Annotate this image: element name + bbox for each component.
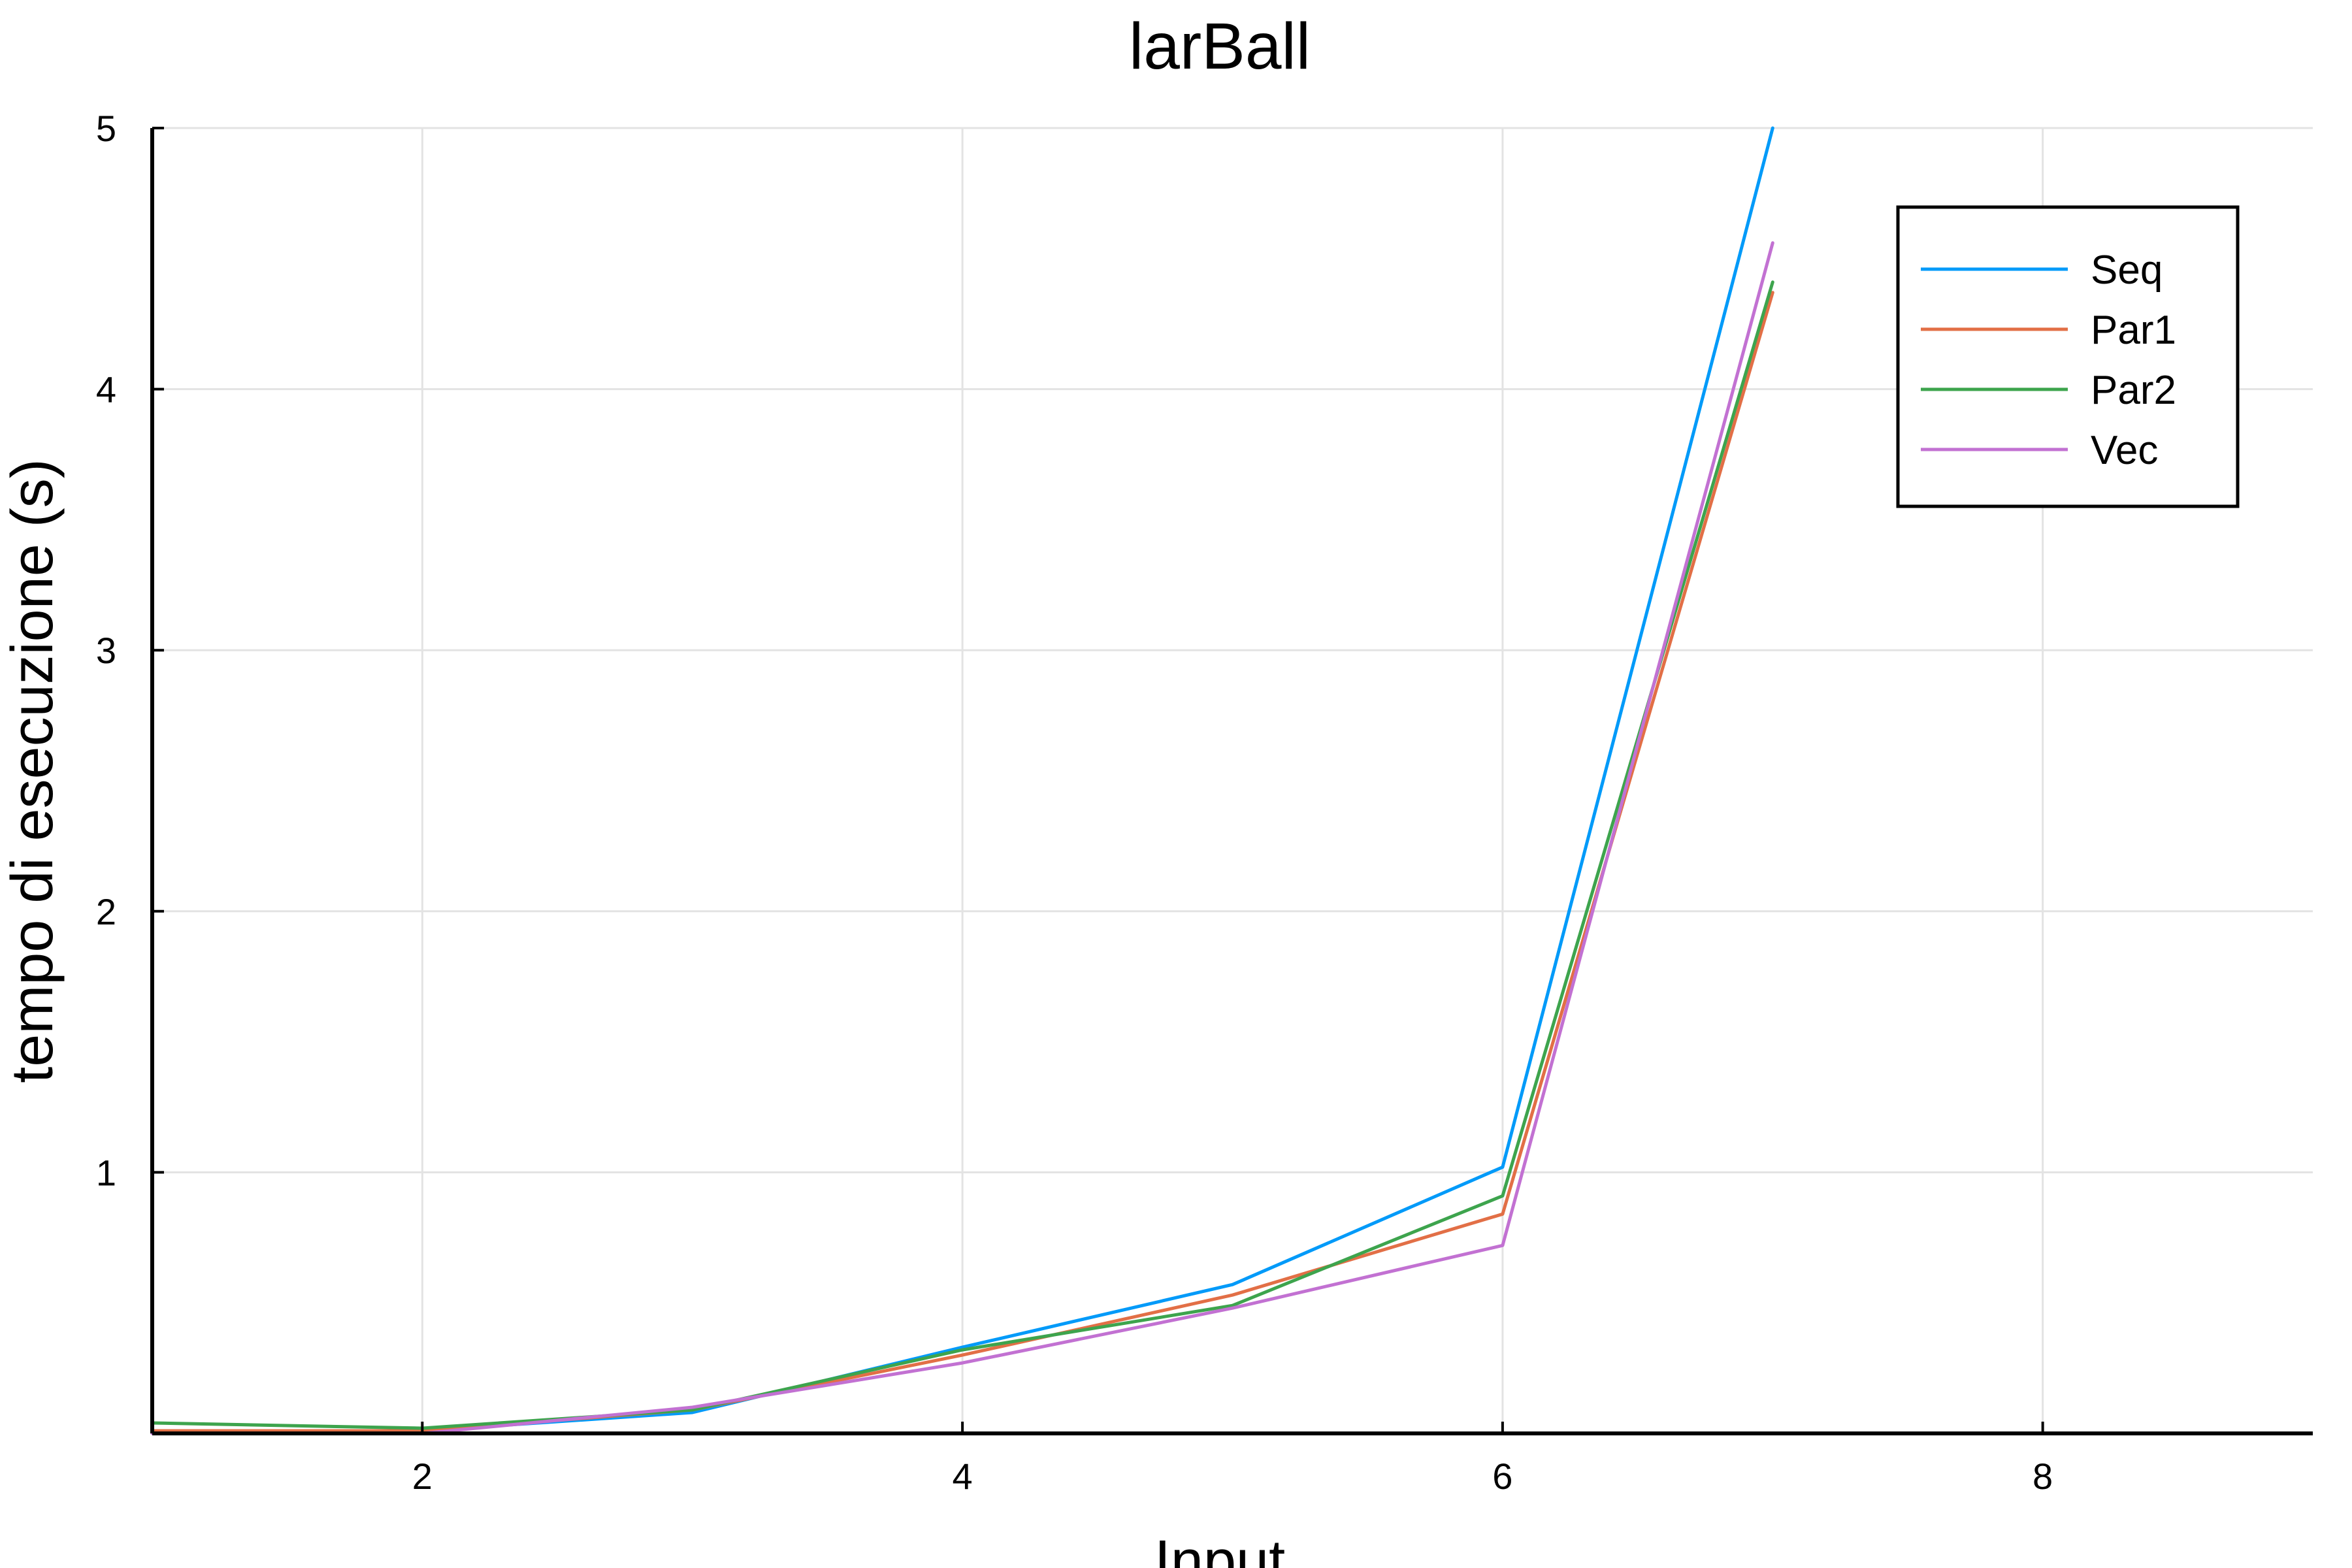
legend: Seq Par1 Par2 Vec xyxy=(1896,205,2240,508)
x-tick-label: 2 xyxy=(412,1456,433,1497)
x-axis-label: Input xyxy=(1154,1529,1285,1568)
y-tick-label: 5 xyxy=(96,108,116,149)
legend-items: Seq Par1 Par2 Vec xyxy=(1921,248,2176,473)
grid xyxy=(152,127,2313,1433)
x-tick-label: 6 xyxy=(1492,1456,1512,1497)
legend-label-seq: Seq xyxy=(2091,248,2163,293)
x-tick-label: 4 xyxy=(953,1456,973,1497)
y-tick-label: 1 xyxy=(96,1152,116,1193)
legend-label-vec: Vec xyxy=(2091,428,2158,473)
y-tick-label: 4 xyxy=(96,369,116,410)
legend-box xyxy=(1896,205,2240,508)
legend-label-par1: Par1 xyxy=(2091,308,2176,353)
y-axis-label: tempo di esecuzione (s) xyxy=(0,459,65,1083)
y-tick-label: 2 xyxy=(96,891,116,932)
x-tick-label: 8 xyxy=(2033,1456,2053,1497)
chart-title: larBall xyxy=(1129,10,1311,83)
legend-label-par2: Par2 xyxy=(2091,368,2176,413)
axes xyxy=(150,127,2313,1435)
y-tick-label: 3 xyxy=(96,630,116,671)
tick-labels: 2 4 6 8 1 2 3 4 5 xyxy=(96,108,2053,1497)
